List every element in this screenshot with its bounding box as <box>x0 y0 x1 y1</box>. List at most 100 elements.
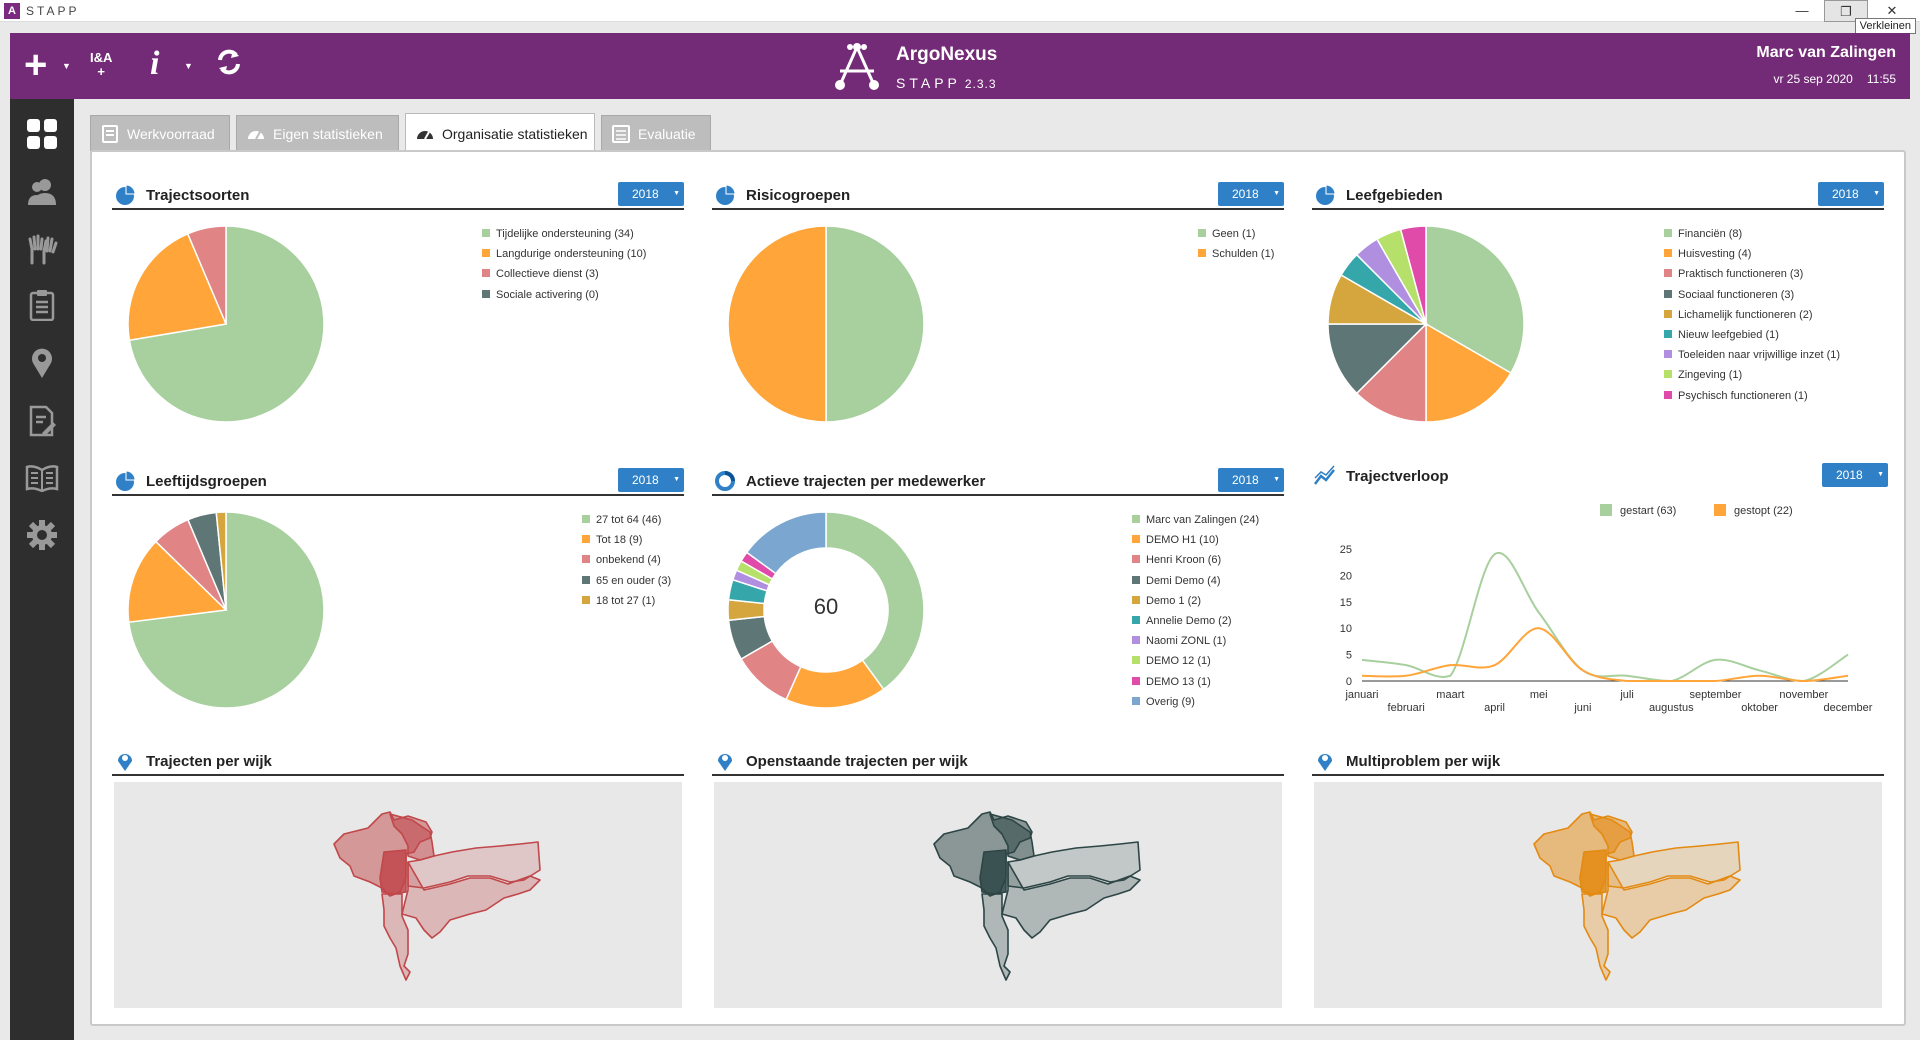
chart-legend: Tijdelijke ondersteuning (34) Langdurige … <box>482 224 646 305</box>
pie-slice[interactable] <box>1425 322 1512 423</box>
argonexus-logo-icon <box>835 43 879 90</box>
pie-slice[interactable] <box>1355 322 1427 423</box>
tab-evaluatie[interactable]: Evaluatie <box>601 115 711 151</box>
pie-slice[interactable] <box>215 511 227 611</box>
info-icon[interactable]: i <box>150 45 160 82</box>
statistics-panel: Trajectsoorten 2018 ▼ Tijdelijke onderste… <box>90 150 1906 1026</box>
legend-item[interactable]: Henri Kroon (6) <box>1132 550 1259 570</box>
info-dropdown-caret-icon[interactable]: ▼ <box>184 61 193 71</box>
legend-item[interactable]: Geen (1) <box>1198 224 1274 244</box>
legend-item[interactable]: Psychisch functioneren (1) <box>1664 386 1840 406</box>
donut-slice[interactable] <box>825 511 925 691</box>
legend-item[interactable]: onbekend (4) <box>582 550 671 570</box>
tab-organisatie-statistieken[interactable]: Organisatie statistieken <box>405 113 595 153</box>
sidebar-item-dashboard[interactable] <box>24 116 60 152</box>
legend-item[interactable]: 65 en ouder (3) <box>582 571 671 591</box>
sidebar-item-library[interactable] <box>24 460 60 496</box>
tab-werkvoorraad[interactable]: Werkvoorraad <box>90 115 230 151</box>
district-region[interactable] <box>1601 861 1741 939</box>
district-region[interactable] <box>1579 849 1607 895</box>
legend-item[interactable]: Sociaal functioneren (3) <box>1664 285 1840 305</box>
year-label: 2018 <box>1832 187 1859 201</box>
district-region[interactable] <box>979 849 1007 895</box>
legend-item[interactable]: DEMO H1 (10) <box>1132 530 1259 550</box>
add-dropdown-caret-icon[interactable]: ▼ <box>62 61 71 71</box>
pie-slice[interactable] <box>727 225 827 423</box>
legend-item[interactable]: Langdurige ondersteuning (10) <box>482 244 646 264</box>
legend-item[interactable]: Schulden (1) <box>1198 244 1274 264</box>
legend-swatch <box>582 595 590 604</box>
legend-item[interactable]: Financiën (8) <box>1664 224 1840 244</box>
legend-item[interactable]: 27 tot 64 (46) <box>582 510 671 530</box>
tab-label: Organisatie statistieken <box>442 126 588 142</box>
donut-slice[interactable] <box>745 511 827 575</box>
sidebar-item-reports[interactable] <box>24 287 60 323</box>
district-region[interactable] <box>401 861 541 939</box>
legend-item[interactable]: DEMO 12 (1) <box>1132 651 1259 671</box>
series-line[interactable] <box>1361 627 1849 683</box>
year-dropdown[interactable]: 2018 ▼ <box>1218 468 1284 492</box>
pie-slice[interactable] <box>825 225 925 423</box>
donut-chart <box>727 511 925 709</box>
pie-slice[interactable] <box>127 232 228 342</box>
legend-swatch <box>1132 696 1140 705</box>
legend-label: 65 en ouder (3) <box>596 574 672 587</box>
restore-button[interactable]: ❐ <box>1824 0 1868 22</box>
refresh-icon[interactable] <box>214 47 244 85</box>
year-dropdown[interactable]: 2018 ▼ <box>618 182 684 206</box>
y-tick-label: 0 <box>1346 676 1352 688</box>
legend-label: Toeleiden naar vrijwillige inzet (1) <box>1678 349 1841 362</box>
legend-item[interactable]: Marc van Zalingen (24) <box>1132 510 1259 530</box>
year-dropdown[interactable]: 2018 ▼ <box>618 468 684 492</box>
sidebar-item-clients[interactable] <box>24 174 60 210</box>
legend-item[interactable]: Annelie Demo (2) <box>1132 611 1259 631</box>
gauge-icon <box>248 131 264 140</box>
pie-slice[interactable] <box>1399 225 1427 325</box>
legend-item[interactable]: Collectieve dienst (3) <box>482 264 646 284</box>
minimize-button[interactable]: — <box>1795 3 1809 18</box>
tab-eigen-statistieken[interactable]: Eigen statistieken <box>236 115 399 151</box>
widget-title: Leeftijdsgroepen <box>146 473 267 490</box>
sidebar-item-map[interactable] <box>24 345 60 381</box>
year-dropdown[interactable]: 2018 ▼ <box>1822 463 1888 487</box>
gauge-icon <box>417 131 433 140</box>
series-line[interactable] <box>1361 551 1849 683</box>
pie-slice[interactable] <box>1425 225 1525 375</box>
legend-item[interactable]: Naomi ZONL (1) <box>1132 631 1259 651</box>
chart-legend: Financiën (8) Huisvesting (4) Praktisch fu… <box>1664 224 1840 406</box>
pie-slice[interactable] <box>186 225 227 325</box>
legend-item[interactable]: Praktisch functioneren (3) <box>1664 264 1840 284</box>
legend-item[interactable]: Sociale activering (0) <box>482 285 646 305</box>
legend-item[interactable]: Demo 1 (2) <box>1132 591 1259 611</box>
sidebar-item-settings[interactable] <box>24 517 60 553</box>
year-dropdown[interactable]: 2018 ▼ <box>1218 182 1284 206</box>
legend-item[interactable]: Tijdelijke ondersteuning (34) <box>482 224 646 244</box>
district-region[interactable] <box>381 893 411 981</box>
legend-item[interactable]: Nieuw leefgebied (1) <box>1664 325 1840 345</box>
district-region[interactable] <box>981 893 1011 981</box>
sidebar-item-documents[interactable] <box>24 403 60 439</box>
pie-slice[interactable] <box>127 540 228 624</box>
legend-swatch <box>1664 350 1672 359</box>
legend-item[interactable]: Tot 18 (9) <box>582 530 671 550</box>
legend-item[interactable]: Toeleiden naar vrijwillige inzet (1) <box>1664 345 1840 365</box>
legend-item[interactable]: Demi Demo (4) <box>1132 571 1259 591</box>
legend-item[interactable]: Huisvesting (4) <box>1664 244 1840 264</box>
district-map <box>714 782 1282 1008</box>
district-region[interactable] <box>1581 893 1611 981</box>
legend-item[interactable]: Zingeving (1) <box>1664 365 1840 385</box>
widget-trajectverloop: Trajectverloop 2018 ▼ gestart (63) gestopt… <box>1312 461 1888 731</box>
ia-add-button[interactable]: I&A + <box>90 51 112 89</box>
pie-slice[interactable] <box>1327 323 1428 395</box>
sidebar-item-volunteers[interactable] <box>24 231 60 267</box>
close-button[interactable]: ✕ <box>1886 3 1898 18</box>
year-dropdown[interactable]: 2018 ▼ <box>1818 182 1884 206</box>
district-region[interactable] <box>379 849 407 895</box>
add-button[interactable]: + <box>24 43 48 87</box>
district-region[interactable] <box>1001 861 1141 939</box>
legend-item[interactable]: DEMO 13 (1) <box>1132 672 1259 692</box>
legend-item[interactable]: Lichamelijk functioneren (2) <box>1664 305 1840 325</box>
legend-item[interactable]: Overig (9) <box>1132 692 1259 712</box>
legend-item[interactable]: 18 tot 27 (1) <box>582 591 671 611</box>
current-time: 11:55 <box>1866 72 1896 86</box>
